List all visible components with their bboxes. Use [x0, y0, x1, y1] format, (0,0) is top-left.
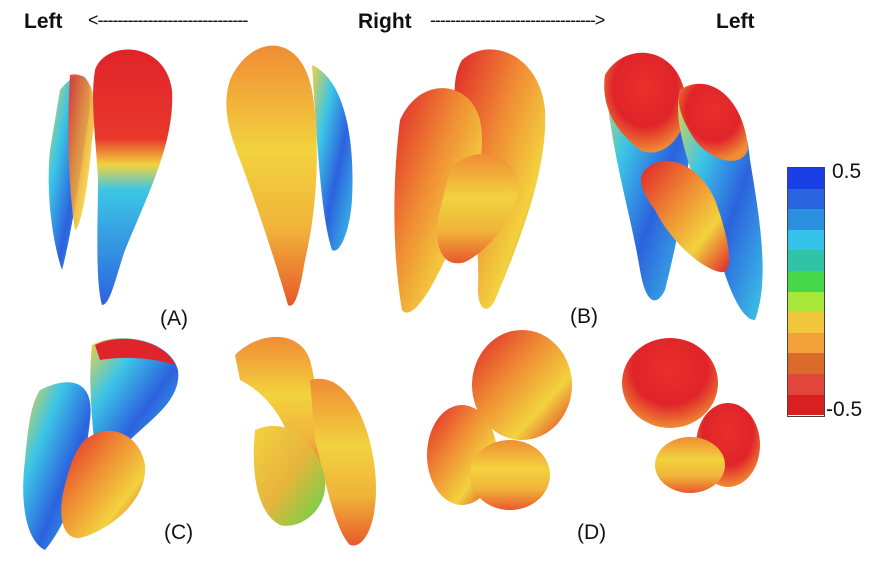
structure-c1-top-red: [95, 338, 175, 365]
panel-label-d: (D): [577, 521, 607, 544]
colorbar-segment: [788, 312, 824, 333]
structure-c2-lower: [253, 426, 326, 526]
colorbar-segment: [788, 250, 824, 271]
structure-a1-outer2: [68, 74, 95, 231]
structure-d2-bottom: [655, 437, 725, 493]
colorbar-segment: [788, 188, 824, 210]
structure-c2-outer: [310, 378, 376, 546]
structure-a1-main: [93, 49, 173, 306]
colorbar-min-label: -0.5: [826, 398, 863, 421]
colorbar-segment: [788, 209, 824, 230]
colorbar-segment: [788, 332, 824, 354]
structure-b2-top: [604, 52, 687, 153]
colorbar-max-label: 0.5: [832, 160, 862, 183]
structure-b-small: [437, 153, 519, 264]
structure-c1-top: [90, 338, 179, 461]
right-label: Right: [358, 10, 412, 33]
colorbar-segment: [788, 229, 824, 251]
colorbar-segment: [788, 373, 824, 395]
left-label: Left: [24, 10, 63, 33]
colorbar: [787, 167, 825, 417]
structure-b-front: [394, 88, 482, 313]
right-arrow: --------------------------------->: [430, 10, 605, 30]
structure-c1-lower: [61, 430, 146, 539]
panel-label-b: (B): [570, 305, 598, 328]
colorbar-segment: [788, 270, 824, 292]
structure-b2-small: [641, 161, 730, 273]
structure-a2-main: [226, 45, 317, 306]
colorbar-segment: [788, 394, 824, 416]
panel-label-a: (A): [160, 307, 188, 330]
left-arrow: <------------------------------: [88, 10, 248, 30]
structure-c1-outer: [23, 382, 91, 550]
colorbar-segment: [788, 291, 824, 313]
structure-d1-top: [472, 330, 572, 440]
left-label-2: Left: [716, 10, 755, 33]
structure-d2-top: [622, 338, 718, 428]
colorbar-segment: [788, 168, 824, 189]
structure-d1-bottom: [470, 440, 550, 510]
structure-b2-right-top: [678, 83, 748, 161]
colorbar-segment: [788, 353, 824, 374]
structure-a2-side: [312, 65, 353, 251]
panel-label-c: (C): [164, 521, 194, 544]
